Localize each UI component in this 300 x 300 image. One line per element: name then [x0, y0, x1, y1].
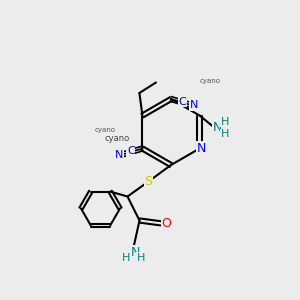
- Text: C: C: [178, 97, 186, 107]
- Text: H: H: [221, 116, 229, 127]
- Text: H: H: [122, 253, 130, 263]
- Text: N: N: [115, 150, 124, 160]
- Text: C: C: [127, 146, 135, 156]
- Text: N: N: [130, 245, 140, 259]
- Text: cyano: cyano: [200, 77, 220, 83]
- Text: N: N: [213, 121, 222, 134]
- Text: H: H: [137, 253, 145, 263]
- Text: O: O: [162, 217, 171, 230]
- Text: N: N: [196, 142, 206, 155]
- Text: S: S: [145, 175, 152, 188]
- Text: cyano: cyano: [104, 134, 130, 142]
- Text: H: H: [221, 129, 229, 140]
- Text: cyano: cyano: [94, 127, 116, 133]
- Text: N: N: [190, 100, 198, 110]
